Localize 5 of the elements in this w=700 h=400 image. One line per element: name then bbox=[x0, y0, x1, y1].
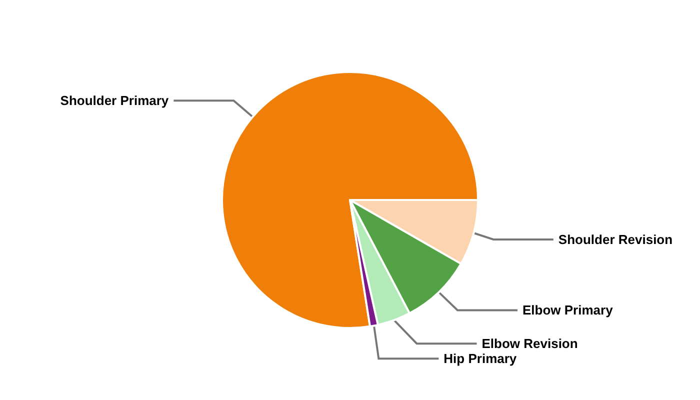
slice-label: Shoulder Revision bbox=[558, 232, 673, 247]
slice-label: Shoulder Primary bbox=[60, 93, 170, 108]
slice-label: Elbow Primary bbox=[522, 302, 614, 318]
slice-label: Hip Primary bbox=[444, 351, 518, 366]
slice-label: Elbow Revision bbox=[482, 336, 578, 352]
